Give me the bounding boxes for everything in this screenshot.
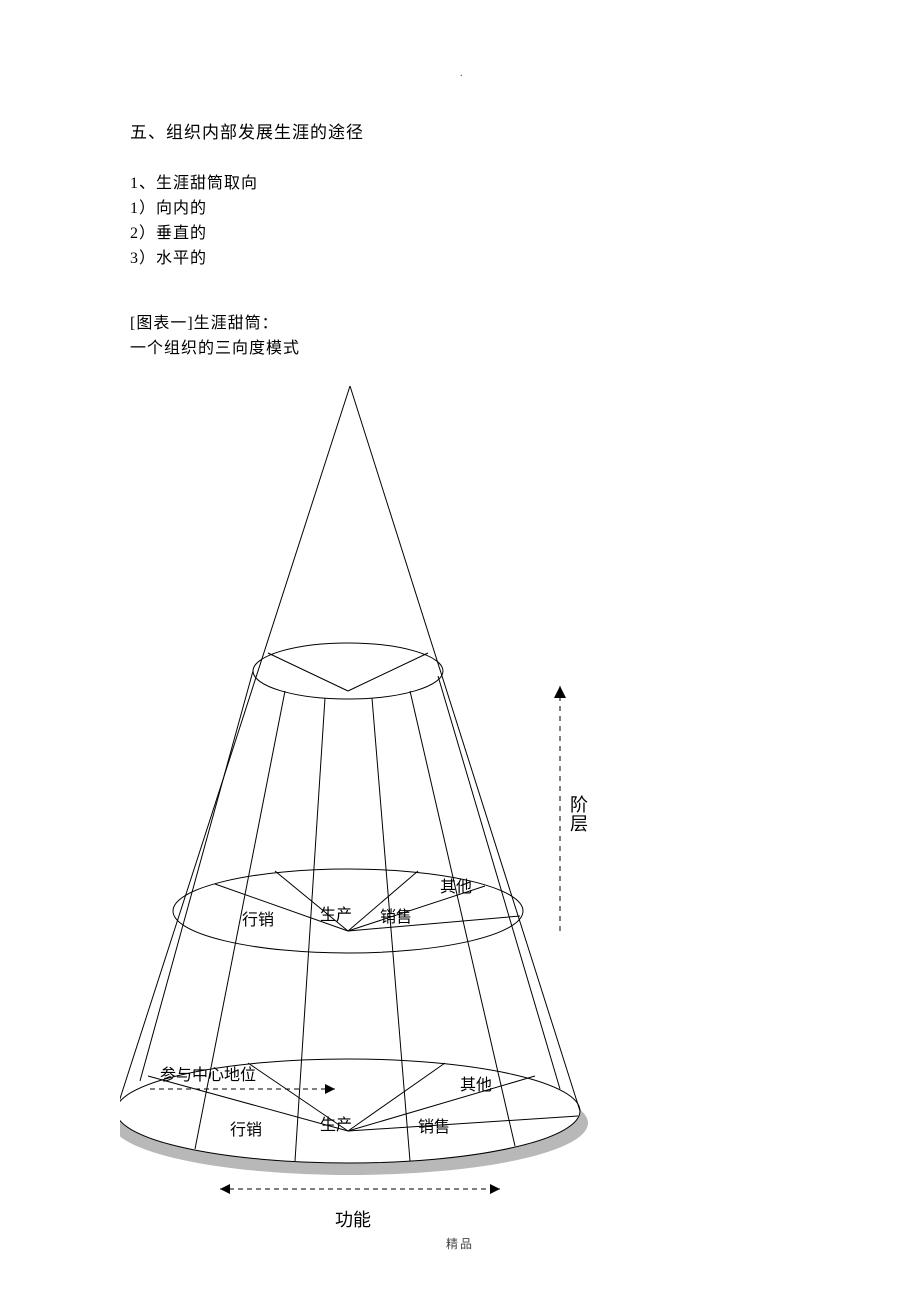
function-axis-label: 功能 bbox=[335, 1206, 371, 1232]
cone-svg bbox=[120, 371, 640, 1241]
mid-label-other: 其他 bbox=[440, 873, 472, 897]
list-item-1c: 3）水平的 bbox=[130, 246, 790, 271]
section-heading: 五、组织内部发展生涯的途径 bbox=[130, 118, 790, 143]
caption-line-1: [图表一]生涯甜筒： bbox=[130, 311, 790, 336]
level-char-2: 层 bbox=[570, 815, 588, 834]
document-page: 五、组织内部发展生涯的途径 1、生涯甜筒取向 1）向内的 2）垂直的 3）水平的… bbox=[0, 0, 920, 1241]
page-footer: 精品 bbox=[0, 1235, 920, 1252]
mid-label-sales: 销售 bbox=[380, 903, 412, 927]
base-label-participation: 参与中心地位 bbox=[160, 1061, 256, 1085]
header-dot: . bbox=[460, 68, 463, 79]
level-char-1: 阶 bbox=[570, 796, 588, 815]
level-axis-label: 阶层 bbox=[570, 796, 588, 834]
list-item-1a: 1）向内的 bbox=[130, 196, 790, 221]
list-block: 1、生涯甜筒取向 1）向内的 2）垂直的 3）水平的 bbox=[130, 171, 790, 271]
list-item-1: 1、生涯甜筒取向 bbox=[130, 171, 790, 196]
figure-caption: [图表一]生涯甜筒： 一个组织的三向度模式 bbox=[130, 311, 790, 361]
base-label-production: 生产 bbox=[320, 1111, 352, 1135]
base-label-sales: 销售 bbox=[418, 1113, 450, 1137]
base-label-other: 其他 bbox=[460, 1071, 492, 1095]
cone-diagram: 行销 生产 销售 其他 参与中心地位 行销 生产 销售 其他 功能 阶层 bbox=[120, 371, 640, 1241]
base-label-marketing: 行销 bbox=[230, 1116, 262, 1140]
mid-label-marketing: 行销 bbox=[242, 906, 274, 930]
caption-line-2: 一个组织的三向度模式 bbox=[130, 336, 790, 361]
list-item-1b: 2）垂直的 bbox=[130, 221, 790, 246]
mid-label-production: 生产 bbox=[320, 901, 352, 925]
